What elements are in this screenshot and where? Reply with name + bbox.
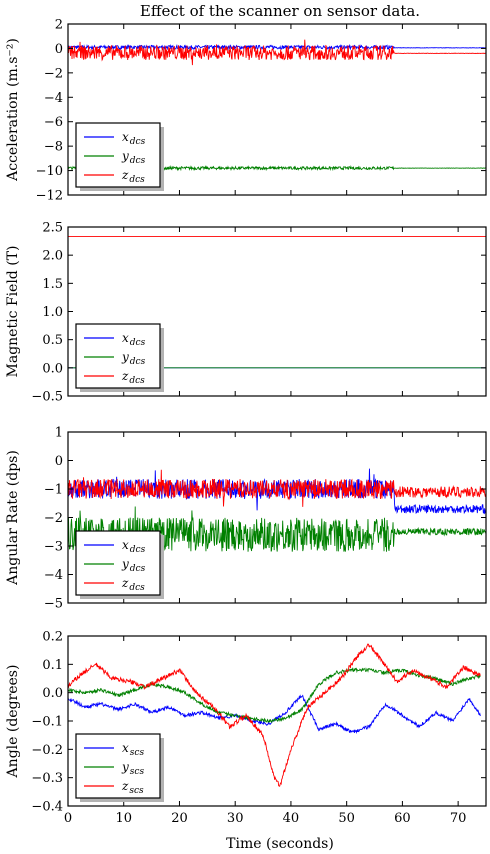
y-tick-label: 2 bbox=[55, 18, 63, 33]
panel-0: −12 −10 −8 −6 −4 −2 0 2 Acceleration (m.s⁻²) xdcs… bbox=[5, 18, 487, 204]
legend-label-y: ydcs bbox=[121, 350, 146, 367]
y-tick-label: 0.0 bbox=[42, 361, 63, 376]
x-tick-label: 70 bbox=[450, 811, 467, 826]
panel-3: 0 10 20 30 40 50 60 70 −0.4 −0.3 −0.2 −0.1 0.0 0.1 0.2… bbox=[5, 630, 487, 826]
x-tick-label: 30 bbox=[227, 811, 244, 826]
legend-box bbox=[75, 122, 161, 188]
series-group bbox=[68, 468, 486, 553]
x-tick-label: 20 bbox=[171, 811, 188, 826]
y-tick-label: 1 bbox=[55, 426, 63, 441]
y-axis-label: Acceleration (m.s⁻²) bbox=[5, 38, 21, 182]
series-group bbox=[68, 643, 481, 787]
series-line-z bbox=[68, 469, 486, 507]
legend-box bbox=[75, 733, 161, 799]
y-tick-label: 1.0 bbox=[42, 305, 63, 320]
x-tick-label: 10 bbox=[115, 811, 132, 826]
legend-label-x: xscs bbox=[122, 741, 144, 758]
x-axis-label: Time (seconds) bbox=[226, 836, 334, 852]
y-tick-label: −4 bbox=[44, 568, 63, 583]
y-tick-label: −0.1 bbox=[31, 715, 63, 730]
y-tick-label: −0.2 bbox=[31, 743, 63, 758]
panel-2: −5 −4 −3 −2 −1 0 1 Angular Rate (dps) xdcs ydcs zd… bbox=[5, 426, 487, 612]
legend-label-y: ydcs bbox=[121, 557, 146, 574]
x-tick-label: 40 bbox=[283, 811, 300, 826]
y-tick-label: −1 bbox=[44, 483, 63, 498]
y-tick-label: −12 bbox=[36, 189, 63, 204]
y-tick-label: 0.0 bbox=[42, 686, 63, 701]
y-axis-label: Angular Rate (dps) bbox=[5, 450, 21, 586]
y-tick-label: 2.5 bbox=[42, 221, 63, 236]
y-tick-label: 0 bbox=[55, 42, 63, 57]
y-tick-label: −2 bbox=[44, 511, 63, 526]
series-line-z bbox=[68, 39, 486, 66]
series-line-x bbox=[68, 43, 486, 51]
y-tick-label: −2 bbox=[44, 66, 63, 81]
legend-box bbox=[75, 323, 161, 389]
series-line-y bbox=[68, 667, 481, 724]
panel-1: −0.5 0.0 0.5 1.0 1.5 2.0 2.5 Magnetic Field (T)… bbox=[5, 221, 487, 405]
series-line-z bbox=[68, 643, 481, 787]
series-line-y bbox=[68, 506, 486, 553]
y-tick-label: 0 bbox=[55, 454, 63, 469]
legend-label-x: xdcs bbox=[122, 538, 146, 555]
y-tick-label: −10 bbox=[36, 164, 63, 179]
legend-label-y: yscs bbox=[121, 760, 144, 777]
legend-label-z: zdcs bbox=[121, 576, 145, 593]
y-tick-label: 0.5 bbox=[42, 333, 63, 348]
y-tick-label: −0.4 bbox=[31, 800, 63, 815]
y-tick-label: 2.0 bbox=[42, 249, 63, 264]
series-line-x bbox=[68, 694, 481, 735]
x-tick-label: 60 bbox=[394, 811, 411, 826]
legend-label-z: zdcs bbox=[121, 168, 145, 185]
y-axis-label: Angle (degrees) bbox=[5, 665, 21, 779]
figure-title: Effect of the scanner on sensor data. bbox=[140, 2, 420, 20]
legend-label-y: ydcs bbox=[121, 149, 146, 166]
plot-frame bbox=[67, 23, 487, 196]
x-tick-label: 0 bbox=[64, 811, 72, 826]
y-tick-label: −3 bbox=[44, 540, 63, 555]
y-tick-label: −0.5 bbox=[31, 390, 63, 405]
y-tick-label: −5 bbox=[44, 597, 63, 612]
legend-label-z: zscs bbox=[121, 779, 144, 796]
y-axis-label: Magnetic Field (T) bbox=[5, 246, 21, 378]
y-tick-label: −8 bbox=[44, 140, 63, 155]
legend-box bbox=[75, 530, 161, 596]
legend-label-x: xdcs bbox=[122, 130, 146, 147]
x-tick-label: 50 bbox=[338, 811, 355, 826]
y-tick-label: −6 bbox=[44, 115, 63, 130]
y-tick-label: −4 bbox=[44, 91, 63, 106]
y-tick-label: 0.1 bbox=[42, 658, 63, 673]
y-tick-label: −0.3 bbox=[31, 771, 63, 786]
y-tick-label: 1.5 bbox=[42, 277, 63, 292]
y-tick-label: 0.2 bbox=[42, 630, 63, 645]
legend-label-z: zdcs bbox=[121, 369, 145, 386]
legend-label-x: xdcs bbox=[122, 331, 146, 348]
